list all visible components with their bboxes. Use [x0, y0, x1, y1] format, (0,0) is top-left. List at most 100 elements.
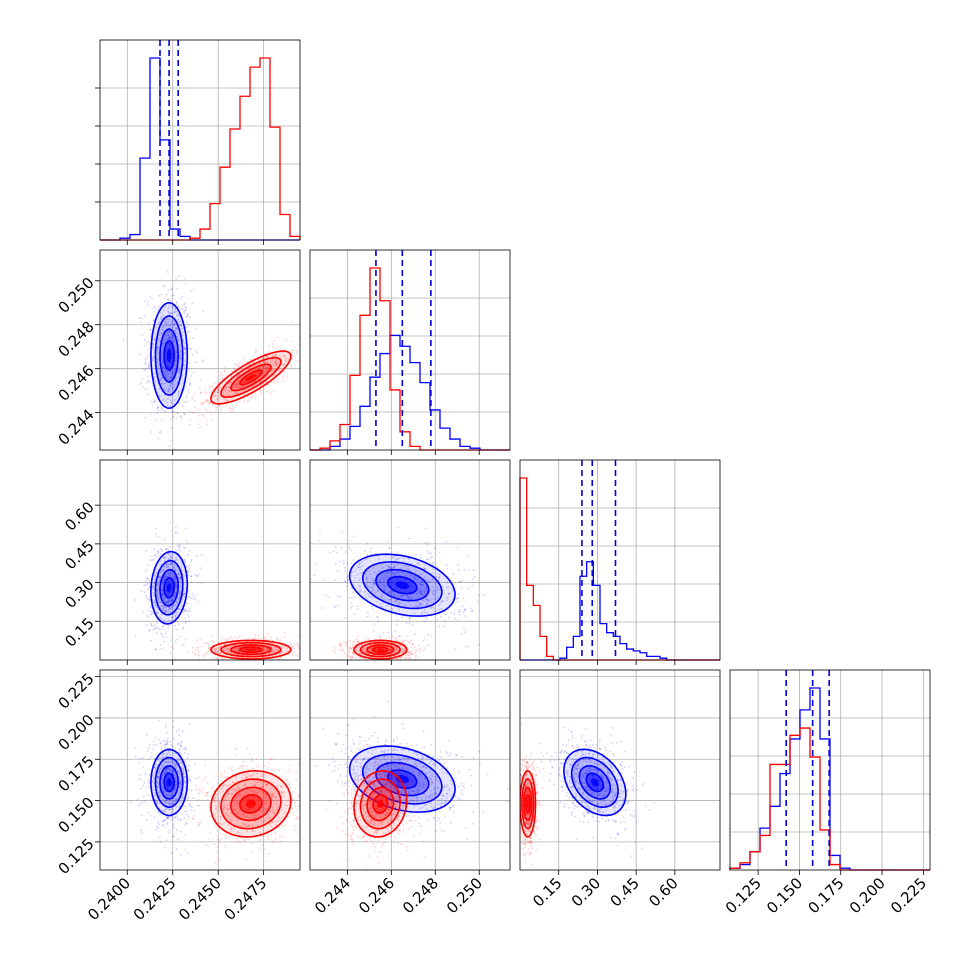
scatter-point-b [280, 645, 283, 648]
scatter-point-b [251, 825, 254, 827]
scatter-point-a [158, 555, 161, 557]
scatter-point-b [265, 797, 268, 800]
scatter-point-a [157, 593, 159, 596]
scatter-point-b [223, 369, 226, 372]
scatter-point-a [458, 608, 461, 611]
scatter-point-a [154, 736, 157, 739]
scatter-point-a [182, 592, 185, 595]
scatter-point-a [164, 630, 167, 632]
scatter-point-a [161, 399, 164, 402]
scatter-point-a [359, 568, 361, 571]
scatter-point-b [245, 776, 248, 779]
scatter-point-b [274, 359, 277, 362]
scatter-point-a [163, 790, 166, 793]
scatter-point-b [225, 783, 228, 786]
scatter-point-b [169, 646, 172, 648]
scatter-point-a [436, 586, 439, 588]
scatter-point-b [197, 798, 200, 801]
scatter-point-a [142, 386, 145, 389]
scatter-point-b [173, 804, 175, 806]
scatter-point-a [153, 758, 156, 760]
scatter-point-a [181, 308, 184, 310]
scatter-point-a [174, 531, 177, 534]
scatter-point-a [146, 379, 149, 382]
scatter-point-a [177, 313, 180, 316]
scatter-point-b [248, 816, 251, 819]
scatter-point-a [426, 558, 429, 561]
scatter-point-b [234, 383, 237, 386]
scatter-point-a [426, 558, 429, 561]
scatter-point-b [235, 780, 238, 783]
scatter-point-b [292, 799, 294, 802]
scatter-point-a [184, 609, 187, 611]
scatter-point-b [254, 784, 256, 787]
scatter-point-b [238, 385, 241, 388]
scatter-point-b [208, 802, 211, 805]
scatter-point-a [168, 573, 171, 575]
scatter-point-a [153, 816, 156, 819]
scatter-point-a [157, 550, 160, 553]
scatter-point-b [273, 382, 276, 384]
scatter-point-a [439, 602, 442, 604]
scatter-point-a [180, 308, 183, 310]
scatter-point-b [215, 649, 218, 652]
scatter-point-a [169, 651, 172, 654]
scatter-point-b [276, 805, 279, 808]
scatter-point-b [236, 383, 239, 386]
scatter-point-a [172, 769, 174, 772]
scatter-point-a [187, 776, 190, 778]
scatter-point-a [436, 589, 439, 591]
scatter-point-b [225, 648, 228, 651]
scatter-point-a [158, 719, 160, 722]
scatter-point-a [427, 633, 429, 636]
scatter-point-a [164, 305, 167, 308]
scatter-point-b [290, 366, 293, 368]
scatter-point-b [254, 791, 257, 794]
scatter-point-b [267, 644, 269, 647]
scatter-point-a [313, 574, 316, 577]
scatter-point-b [232, 407, 234, 410]
scatter-point-b [276, 345, 278, 348]
scatter-point-a [134, 755, 137, 758]
scatter-point-b [224, 398, 226, 401]
scatter-point-b [273, 390, 275, 393]
scatter-point-a [354, 570, 357, 573]
scatter-point-b [263, 647, 266, 650]
scatter-point-b [257, 790, 260, 793]
scatter-point-a [334, 606, 337, 609]
scatter-point-a [180, 753, 183, 756]
scatter-point-b [197, 647, 200, 649]
scatter-point-a [161, 580, 164, 583]
scatter-point-a [171, 770, 174, 773]
scatter-point-a [157, 575, 160, 578]
scatter-point-a [197, 573, 200, 576]
scatter-point-a [189, 780, 192, 783]
scatter-point-a [401, 616, 404, 619]
scatter-point-a [174, 591, 177, 594]
scatter-point-b [291, 790, 294, 793]
scatter-point-a [418, 602, 421, 605]
scatter-point-b [293, 355, 296, 357]
scatter-point-a [168, 387, 170, 390]
scatter-point-a [159, 317, 162, 319]
scatter-point-a [170, 598, 173, 601]
scatter-point-a [143, 799, 146, 802]
scatter-point-b [273, 380, 276, 382]
scatter-point-a [166, 821, 169, 824]
scatter-point-b [225, 835, 228, 838]
scatter-point-a [172, 762, 174, 765]
scatter-point-a [144, 773, 147, 776]
scatter-point-a [152, 612, 154, 615]
scatter-point-a [154, 333, 157, 335]
scatter-point-b [265, 371, 268, 373]
scatter-point-b [231, 773, 234, 776]
scatter-point-a [168, 766, 170, 769]
scatter-point-a [146, 304, 149, 307]
scatter-point-b [205, 794, 208, 797]
scatter-point-a [369, 595, 371, 598]
scatter-point-b [263, 387, 265, 390]
scatter-point-a [168, 445, 171, 447]
scatter-point-a [161, 625, 164, 628]
scatter-point-a [130, 800, 133, 803]
scatter-point-b [261, 773, 263, 776]
